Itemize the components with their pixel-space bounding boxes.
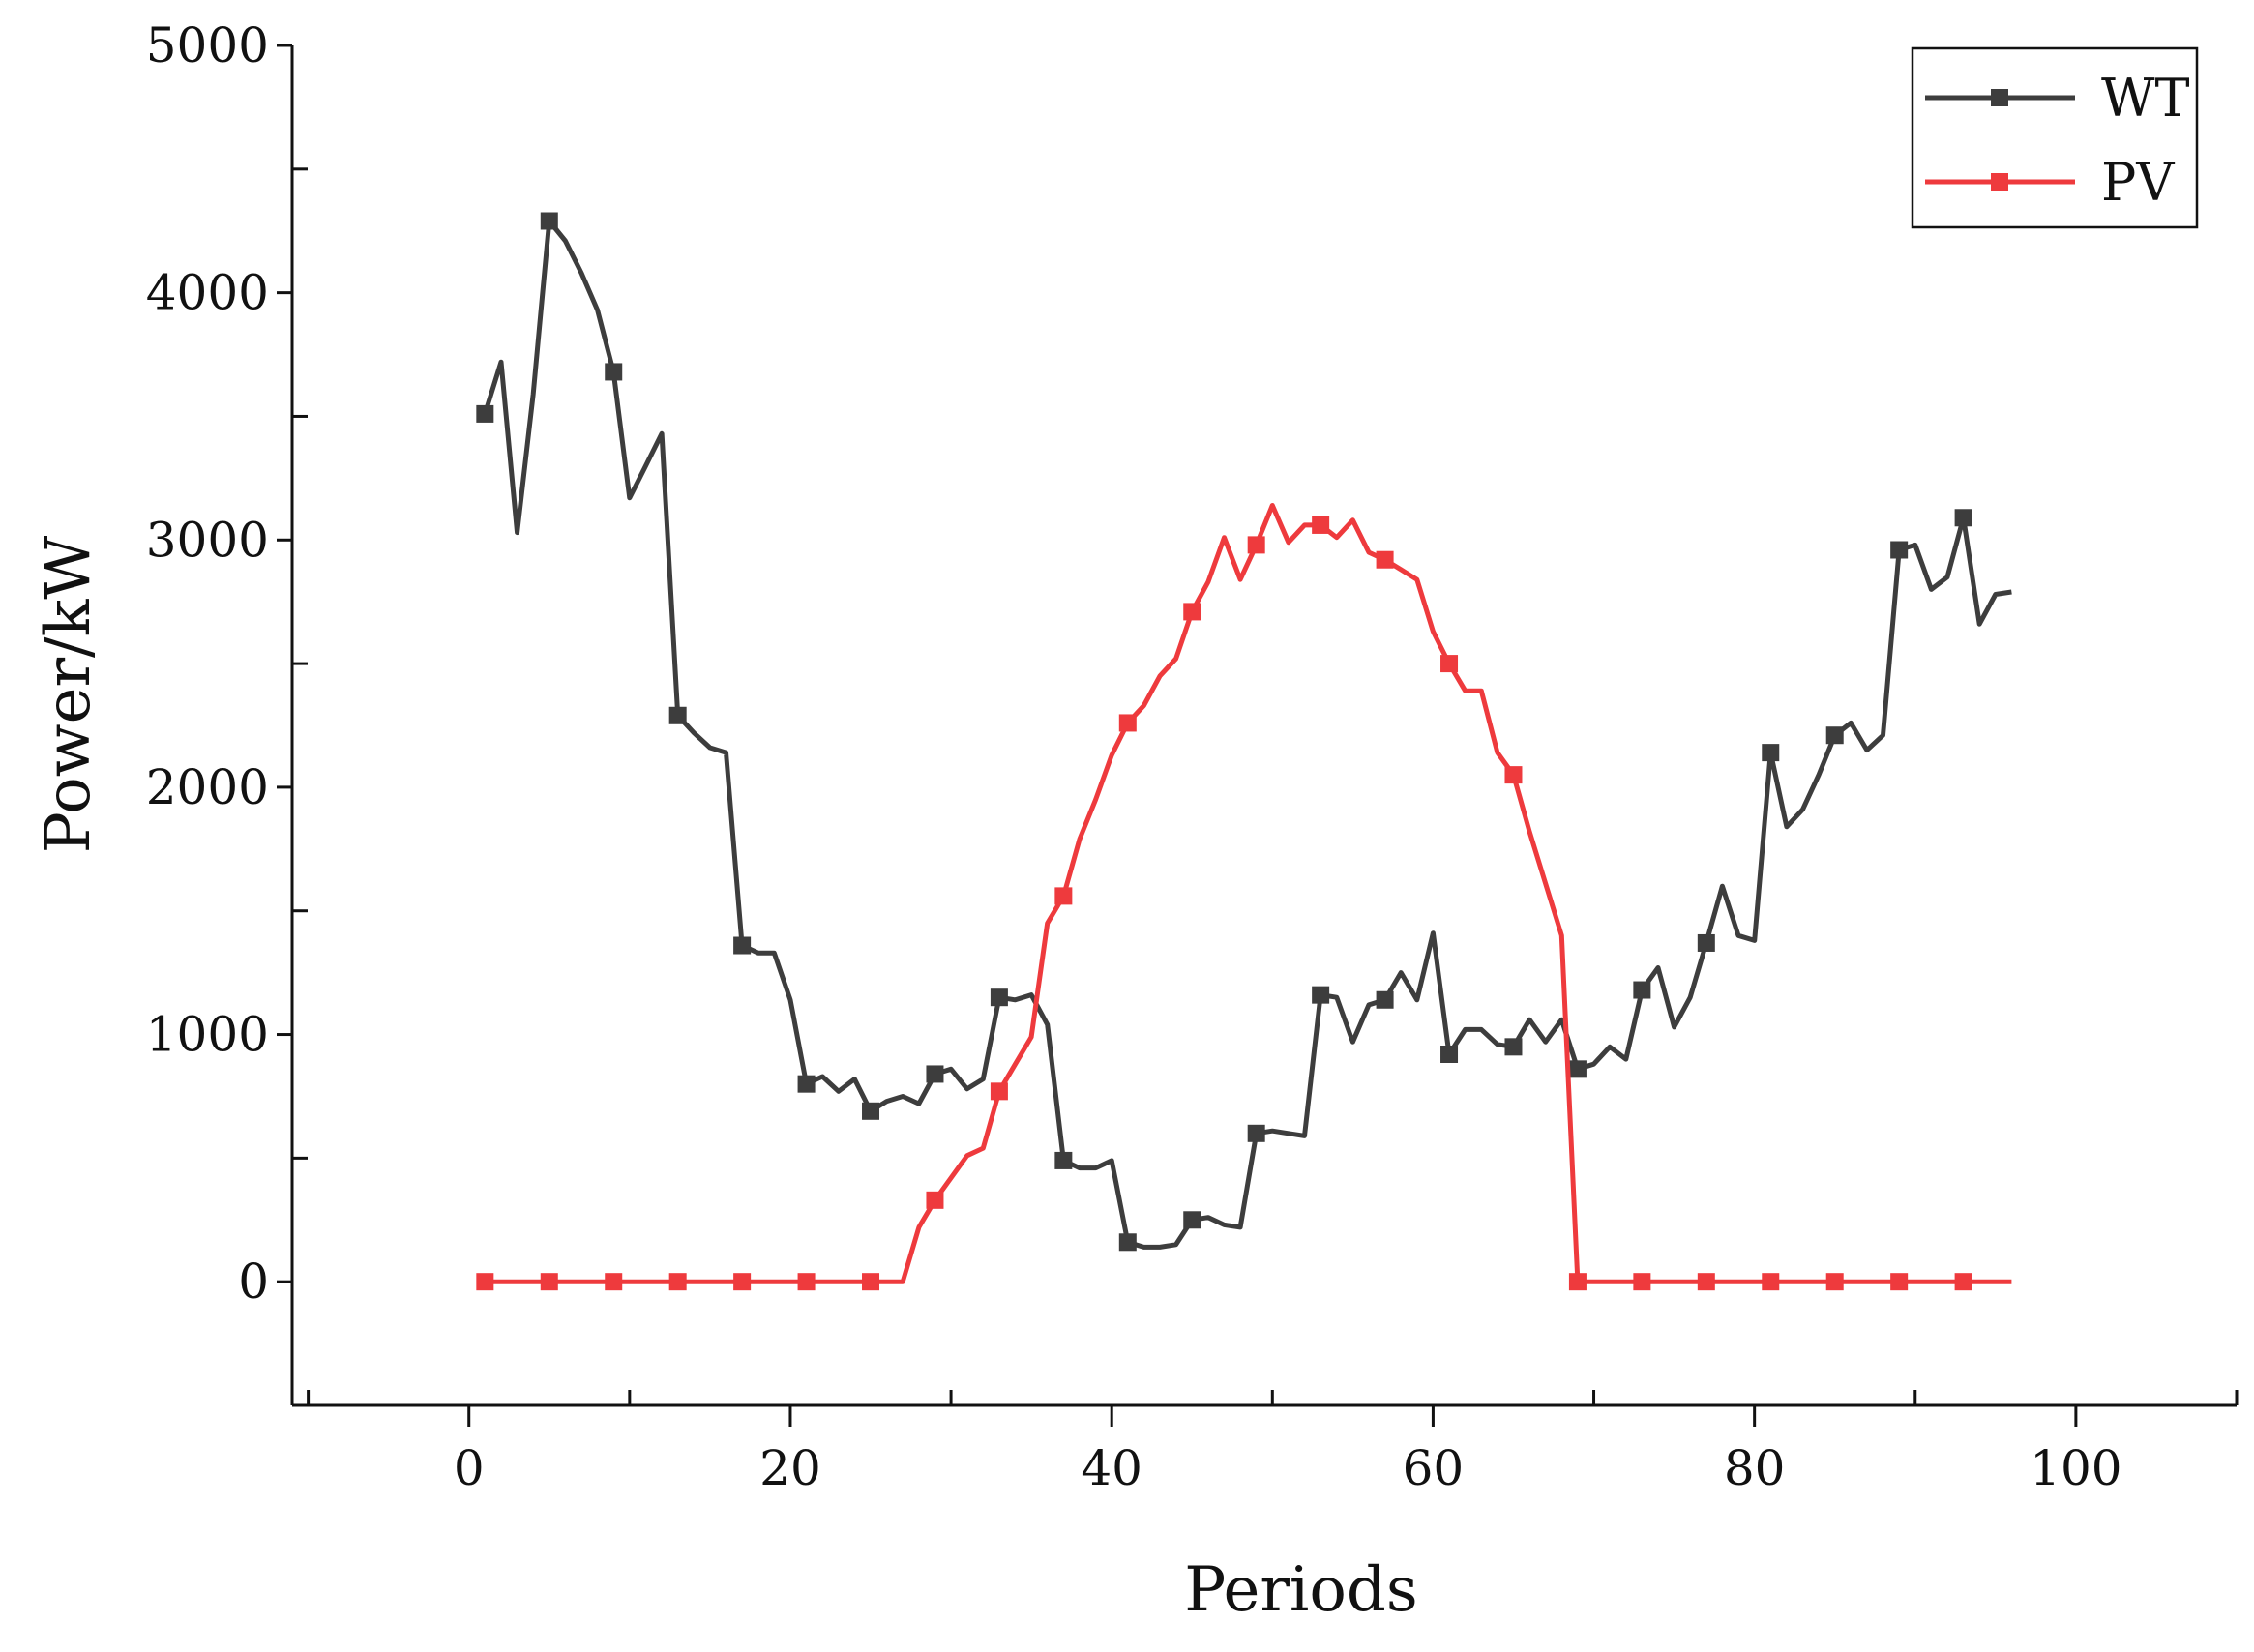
series-point-wt bbox=[733, 936, 752, 955]
series-point-pv bbox=[1376, 550, 1394, 569]
series-point-pv bbox=[605, 1273, 623, 1291]
x-tick-label: 80 bbox=[1724, 1440, 1786, 1496]
series-point-pv bbox=[476, 1273, 494, 1291]
series-line-wt bbox=[482, 219, 2012, 1250]
chart-axes bbox=[277, 44, 2239, 1427]
x-tick-label: 0 bbox=[454, 1440, 485, 1496]
series-point-wt bbox=[668, 706, 687, 724]
series-point-pv bbox=[797, 1273, 816, 1291]
series-point-pv bbox=[926, 1191, 944, 1209]
series-point-wt bbox=[926, 1065, 944, 1083]
series-point-pv bbox=[1118, 714, 1137, 732]
series-point-wt bbox=[1312, 986, 1330, 1004]
series-point-wt bbox=[1183, 1211, 1201, 1229]
y-tick-label: 2000 bbox=[146, 759, 269, 815]
series-point-wt bbox=[1376, 990, 1394, 1009]
series-point-wt bbox=[862, 1102, 880, 1120]
legend-label-pv: PV bbox=[2101, 152, 2175, 213]
x-tick-label: 40 bbox=[1081, 1440, 1142, 1496]
x-tick-label: 20 bbox=[759, 1440, 821, 1496]
series-point-wt bbox=[1825, 726, 1844, 745]
series-point-pv bbox=[1054, 887, 1073, 905]
series-point-wt bbox=[1697, 933, 1715, 952]
series-point-wt bbox=[1633, 981, 1651, 999]
x-tick-label: 60 bbox=[1403, 1440, 1465, 1496]
legend-box bbox=[1911, 46, 2199, 229]
series-point-wt bbox=[1054, 1151, 1073, 1169]
series-point-pv bbox=[1440, 655, 1459, 673]
legend: WT PV bbox=[1911, 46, 2199, 229]
series-point-pv bbox=[990, 1082, 1008, 1101]
series-point-wt bbox=[1440, 1045, 1459, 1063]
y-tick-label: 1000 bbox=[146, 1007, 269, 1063]
series-point-pv bbox=[1890, 1273, 1909, 1291]
series-point-pv bbox=[1954, 1273, 1972, 1291]
series-point-wt bbox=[540, 212, 558, 230]
series-point-pv bbox=[1247, 536, 1265, 554]
y-tick-label: 4000 bbox=[146, 265, 269, 321]
series-point-wt bbox=[1954, 509, 1972, 527]
series-point-pv bbox=[862, 1273, 880, 1291]
tick-labels-group: 0 1000 2000 3000 4000 5000 0 20 40 60 80 100 bbox=[146, 17, 2122, 1496]
series-point-wt bbox=[990, 988, 1008, 1007]
series-point-pv bbox=[1183, 603, 1201, 621]
x-axis-title: Periods bbox=[1184, 1554, 1417, 1626]
series-point-wt bbox=[605, 363, 623, 381]
series-point-pv bbox=[1762, 1273, 1780, 1291]
series-point-pv bbox=[1504, 766, 1523, 784]
series-point-wt bbox=[797, 1075, 816, 1093]
series-point-pv bbox=[733, 1273, 752, 1291]
series-point-wt bbox=[476, 404, 494, 423]
legend-swatch-marker-pv bbox=[1991, 173, 2008, 191]
series-point-pv bbox=[1312, 516, 1330, 534]
series-point-pv bbox=[540, 1273, 558, 1291]
legend-swatch-marker-wt bbox=[1991, 89, 2008, 106]
series-point-pv bbox=[1633, 1273, 1651, 1291]
series-point-pv bbox=[668, 1273, 687, 1291]
series-point-wt bbox=[1247, 1124, 1265, 1142]
y-tick-label: 5000 bbox=[146, 17, 269, 74]
series-point-pv bbox=[1825, 1273, 1844, 1291]
plot-series-group bbox=[476, 212, 2012, 1291]
x-tick-label: 100 bbox=[2030, 1440, 2121, 1496]
series-point-pv bbox=[1568, 1273, 1587, 1291]
series-point-wt bbox=[1118, 1233, 1137, 1252]
y-axis-title: Power/kW bbox=[33, 536, 104, 854]
series-point-pv bbox=[1697, 1273, 1715, 1291]
y-tick-label: 3000 bbox=[146, 512, 269, 568]
series-point-wt bbox=[1504, 1038, 1523, 1056]
series-point-wt bbox=[1890, 541, 1909, 559]
series-line-pv bbox=[485, 503, 2012, 1284]
series-point-wt bbox=[1568, 1060, 1587, 1078]
legend-label-wt: WT bbox=[2101, 68, 2190, 129]
series-point-wt bbox=[1762, 744, 1780, 762]
y-tick-label: 0 bbox=[238, 1254, 269, 1310]
